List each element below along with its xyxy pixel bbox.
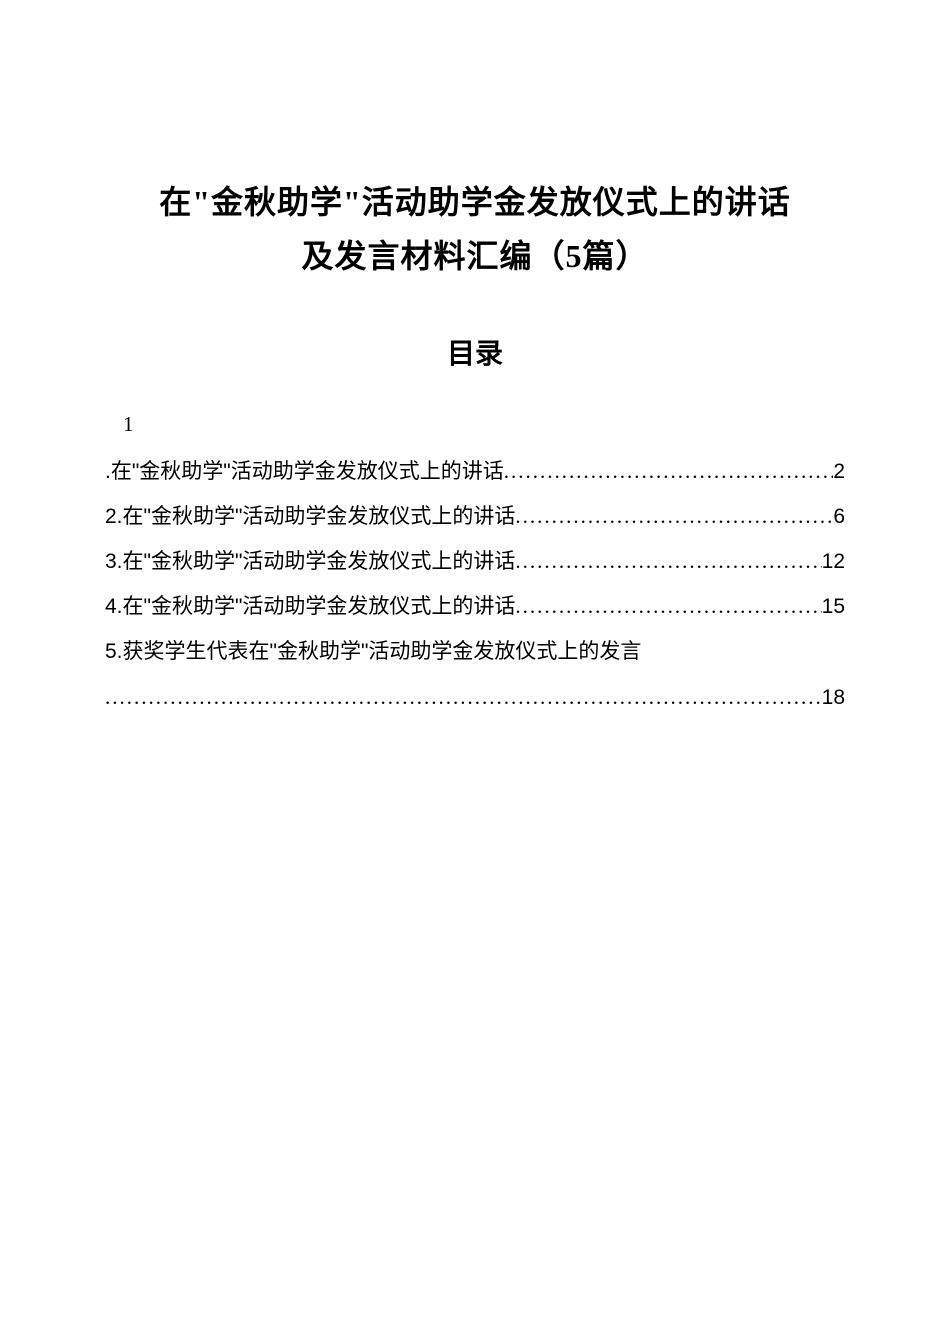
toc-dots [105, 675, 822, 720]
toc-dots [515, 584, 821, 629]
toc-entry: 4.在"金秋助学"活动助学金发放仪式上的讲话 15 [105, 584, 845, 629]
toc-entry-page: 12 [822, 539, 845, 584]
toc-orphan-number: 1 [105, 402, 845, 447]
toc-dots [515, 539, 821, 584]
toc-heading: 目录 [105, 332, 845, 372]
toc-entry: 3.在"金秋助学"活动助学金发放仪式上的讲话 12 [105, 539, 845, 584]
toc-entry-text: 4.在"金秋助学"活动助学金发放仪式上的讲话 [105, 584, 515, 629]
toc-entry: .在"金秋助学"活动助学金发放仪式上的讲话 2 [105, 449, 845, 494]
toc-entry-text: .在"金秋助学"活动助学金发放仪式上的讲话 [105, 449, 504, 494]
toc-entry-page: 2 [833, 449, 845, 494]
toc-entry-page: 15 [822, 584, 845, 629]
toc-entry: 2.在"金秋助学"活动助学金发放仪式上的讲话 6 [105, 494, 845, 539]
toc-entry-text: 3.在"金秋助学"活动助学金发放仪式上的讲话 [105, 539, 515, 584]
toc-entry-wrapped-text: 5.获奖学生代表在"金秋助学"活动助学金发放仪式上的发言 [105, 629, 845, 674]
toc-entry-page: 6 [833, 494, 845, 539]
document-title: 在"金秋助学"活动助学金发放仪式上的讲话 及发言材料汇编（5篇） [105, 175, 845, 284]
toc-entry-text: 2.在"金秋助学"活动助学金发放仪式上的讲话 [105, 494, 515, 539]
toc-dots [504, 449, 834, 494]
toc-entry-wrapped-continuation: 18 [105, 675, 845, 720]
title-line-1: 在"金秋助学"活动助学金发放仪式上的讲话 [105, 175, 845, 229]
title-line-2: 及发言材料汇编（5篇） [105, 229, 845, 283]
toc-entry-page: 18 [822, 675, 845, 720]
toc-dots [515, 494, 833, 539]
toc-list: 1 .在"金秋助学"活动助学金发放仪式上的讲话 2 2.在"金秋助学"活动助学金… [105, 402, 845, 720]
